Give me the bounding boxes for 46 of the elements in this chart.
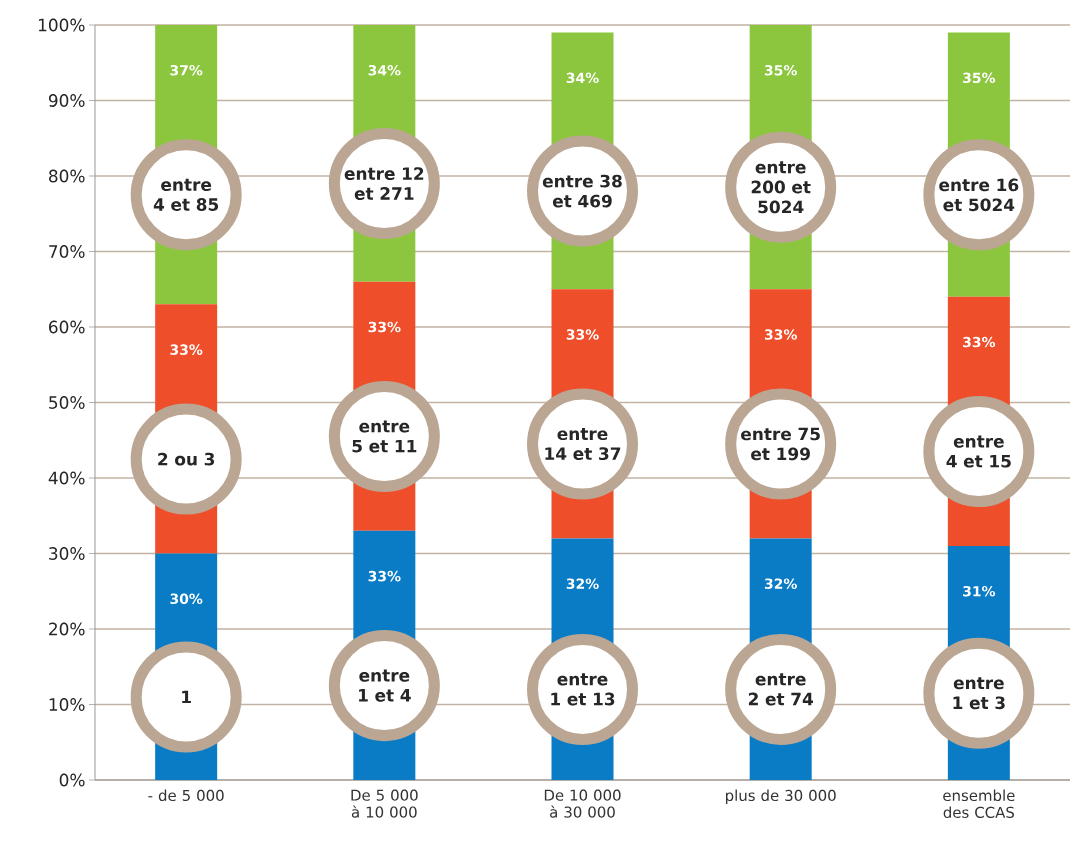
data-label: 33% (368, 321, 401, 333)
data-label: 33% (170, 344, 203, 355)
data-label: 33% (368, 570, 401, 582)
y-tick-label: 80% (49, 169, 85, 183)
data-label: 33% (764, 329, 797, 340)
annotation: entre 1 et 3 (953, 677, 1005, 710)
y-tick-label: 50% (49, 396, 85, 409)
x-tick-label: plus de 30 000 (726, 789, 836, 804)
annotation: 1 (182, 690, 191, 704)
annotation: entre 12 et 271 (344, 167, 424, 200)
y-tick-label: 90% (48, 94, 85, 107)
annotation: entre 200 et 5024 (751, 161, 811, 214)
data-label: 34% (368, 65, 401, 76)
annotation: entre 4 et 85 (153, 178, 219, 211)
x-tick-label: De 5 000 à 10 000 (351, 789, 418, 818)
data-label: 33% (566, 329, 599, 340)
y-tick-label: 10% (49, 698, 85, 711)
y-tick-label: 0% (59, 773, 85, 787)
annotation: entre 16 et 5024 (939, 178, 1019, 212)
data-label: 37% (170, 65, 203, 76)
y-tick-label: 40% (48, 471, 85, 485)
data-label: 30% (170, 593, 203, 605)
annotation: entre 2 et 74 (748, 673, 813, 706)
x-tick-label: ensemble des CCAS (943, 789, 1015, 818)
data-label: 32% (566, 578, 599, 589)
y-tick-label: 30% (49, 547, 85, 560)
x-tick-label: De 10 000 à 30 000 (544, 789, 621, 818)
annotation: entre 14 et 37 (545, 427, 621, 461)
y-tick-label: 60% (49, 320, 85, 334)
data-label: 34% (566, 72, 599, 84)
annotation: entre 1 et 13 (551, 673, 615, 706)
data-label: 35% (764, 65, 797, 76)
data-label: 32% (764, 578, 797, 589)
y-tick-label: 70% (49, 245, 85, 258)
y-tick-label: 20% (49, 622, 85, 636)
annotation: entre 75 et 199 (741, 427, 820, 461)
data-label: 33% (963, 336, 996, 348)
data-label: 31% (963, 585, 996, 597)
y-tick-label: 100% (38, 18, 85, 32)
annotation: entre 38 et 469 (542, 174, 622, 208)
data-label: 35% (963, 72, 996, 84)
annotation: entre 5 et 11 (352, 420, 417, 453)
annotation: entre 1 et 4 (359, 669, 411, 702)
annotation: 2 ou 3 (158, 452, 215, 466)
x-tick-label: - de 5 000 (148, 789, 224, 802)
annotation: entre 4 et 15 (946, 435, 1011, 468)
